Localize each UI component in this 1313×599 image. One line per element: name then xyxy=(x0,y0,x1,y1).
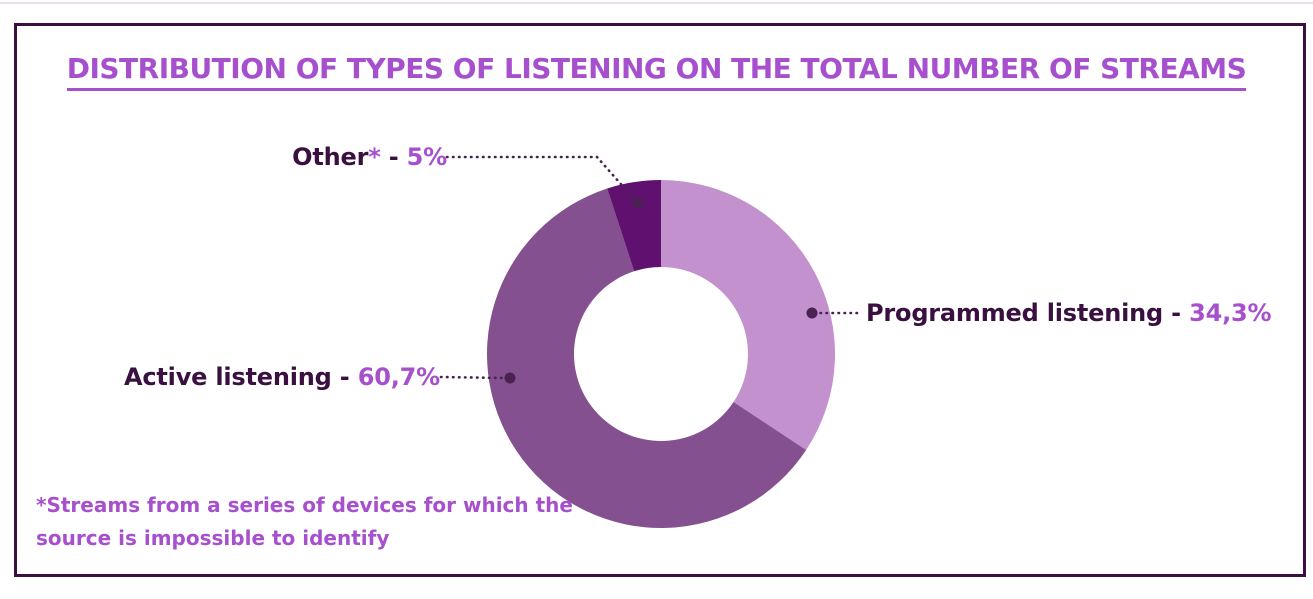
callout-programmed-separator: - xyxy=(1163,299,1190,327)
callout-other-name: Other xyxy=(292,143,369,171)
callout-active-name: Active listening xyxy=(124,363,332,391)
callout-active-value: 60,7% xyxy=(357,363,440,391)
top-border-line xyxy=(0,2,1313,4)
callout-other-separator: - xyxy=(380,143,407,171)
chart-title: DISTRIBUTION OF TYPES OF LISTENING ON TH… xyxy=(0,52,1313,91)
footnote-line-2: source is impossible to identify xyxy=(36,526,390,550)
callout-programmed-name: Programmed listening xyxy=(866,299,1164,327)
callout-active-separator: - xyxy=(331,363,358,391)
callout-active-listening: Active listening - 60,7% xyxy=(124,363,440,391)
footnote-line-1: *Streams from a series of devices for wh… xyxy=(36,493,573,517)
callout-programmed-listening: Programmed listening - 34,3% xyxy=(866,299,1272,327)
callout-other-value: 5% xyxy=(406,143,448,171)
chart-footnote: *Streams from a series of devices for wh… xyxy=(36,489,573,555)
callout-other-asterisk: * xyxy=(368,143,381,171)
callout-other: Other* - 5% xyxy=(292,143,447,171)
callout-programmed-value: 34,3% xyxy=(1189,299,1272,327)
chart-title-text: DISTRIBUTION OF TYPES OF LISTENING ON TH… xyxy=(66,52,1247,91)
